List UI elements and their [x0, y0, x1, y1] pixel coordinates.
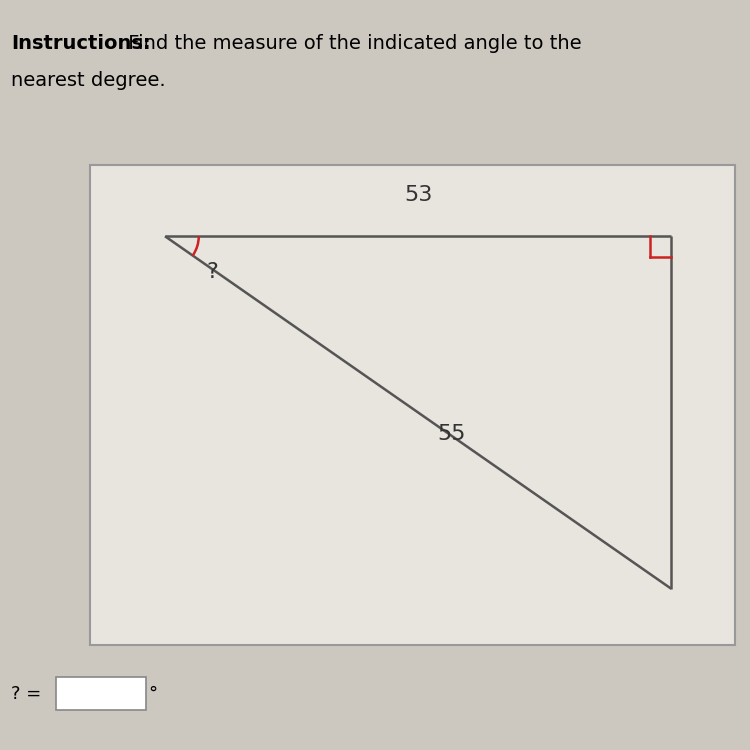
- Text: 53: 53: [404, 184, 432, 205]
- Text: 55: 55: [436, 424, 465, 444]
- Bar: [90, 165, 735, 645]
- Text: nearest degree.: nearest degree.: [11, 70, 166, 89]
- Bar: [56, 677, 146, 710]
- Text: ?: ?: [206, 262, 218, 283]
- Text: °: °: [148, 685, 158, 703]
- Text: Find the measure of the indicated angle to the: Find the measure of the indicated angle …: [122, 34, 582, 53]
- Text: ? =: ? =: [11, 685, 41, 703]
- Text: Instructions:: Instructions:: [11, 34, 151, 53]
